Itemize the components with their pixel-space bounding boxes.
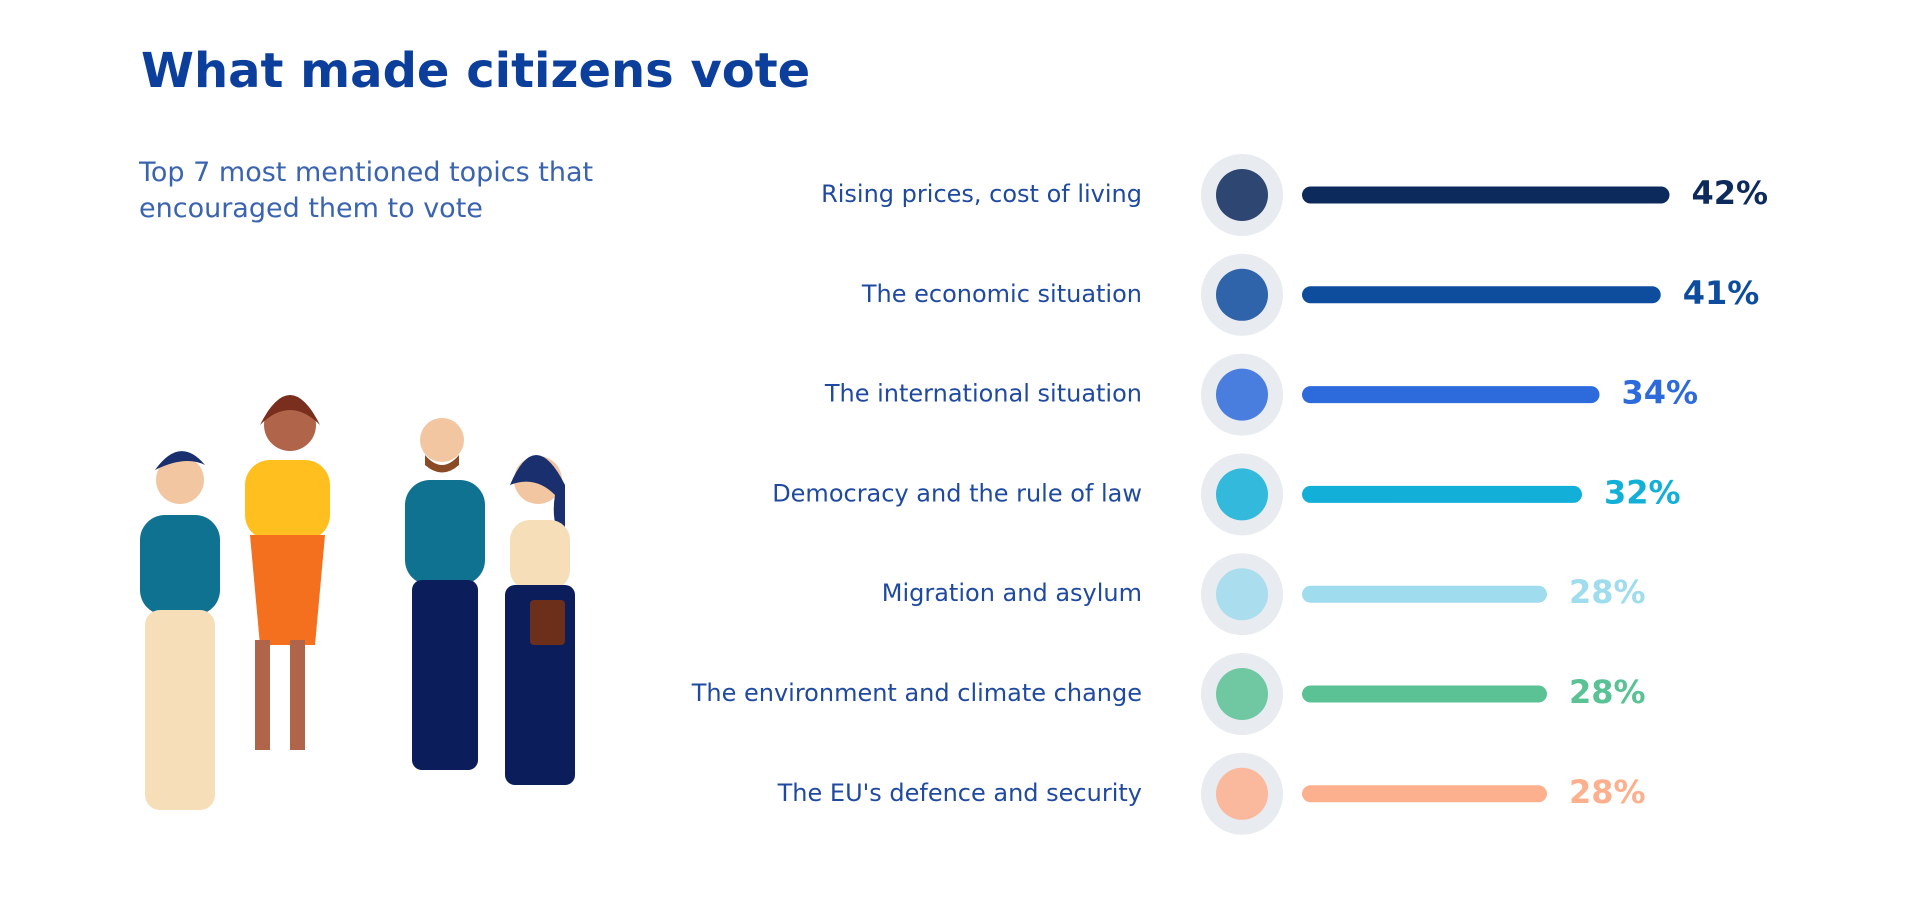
subtitle-box: Top 7 most mentioned topics that encoura… xyxy=(139,157,594,224)
topic-icon-inner xyxy=(1216,468,1268,521)
hair xyxy=(510,455,565,545)
category-label: The environment and climate change xyxy=(691,679,1142,707)
topic-icon-inner xyxy=(1216,169,1268,221)
value-label: 28% xyxy=(1569,773,1646,811)
torso xyxy=(245,460,330,540)
torso xyxy=(140,515,220,615)
beard xyxy=(425,455,459,473)
category-label: The international situation xyxy=(824,380,1142,408)
bar xyxy=(1302,685,1547,703)
legs xyxy=(145,610,215,810)
hair xyxy=(260,395,320,425)
bar xyxy=(1302,186,1670,204)
legs xyxy=(412,580,478,770)
category-label: Democracy and the rule of law xyxy=(772,479,1142,507)
topic-icon-inner xyxy=(1216,668,1268,720)
value-label: 34% xyxy=(1622,374,1699,412)
category-label: Migration and asylum xyxy=(882,579,1142,607)
value-label: 28% xyxy=(1569,573,1646,611)
bar xyxy=(1302,585,1547,603)
bar xyxy=(1302,386,1600,404)
torso xyxy=(405,480,485,585)
topic-icon-inner xyxy=(1216,767,1268,820)
head xyxy=(156,456,204,504)
bar xyxy=(1302,286,1661,304)
bar xyxy=(1302,785,1547,803)
category-label: The economic situation xyxy=(861,280,1142,308)
value-label: 32% xyxy=(1604,473,1681,511)
bar xyxy=(1302,485,1582,503)
people-illustration xyxy=(140,395,575,810)
leg xyxy=(290,640,305,750)
skirt xyxy=(250,535,325,645)
category-label: The EU's defence and security xyxy=(777,779,1142,807)
folder xyxy=(530,600,565,645)
value-label: 41% xyxy=(1683,274,1760,312)
topic-icon-inner xyxy=(1216,368,1268,421)
torso xyxy=(510,520,570,590)
topic-icon-inner xyxy=(1216,268,1268,321)
category-label: Rising prices, cost of living xyxy=(821,180,1142,208)
leg xyxy=(255,640,270,750)
head xyxy=(420,418,464,462)
chart-title: What made citizens vote xyxy=(141,43,810,99)
chart-subtitle: Top 7 most mentioned topics that encoura… xyxy=(139,157,594,224)
hair xyxy=(155,451,205,470)
topic-icon-inner xyxy=(1216,568,1268,621)
value-label: 42% xyxy=(1692,174,1769,212)
value-label: 28% xyxy=(1569,673,1646,711)
